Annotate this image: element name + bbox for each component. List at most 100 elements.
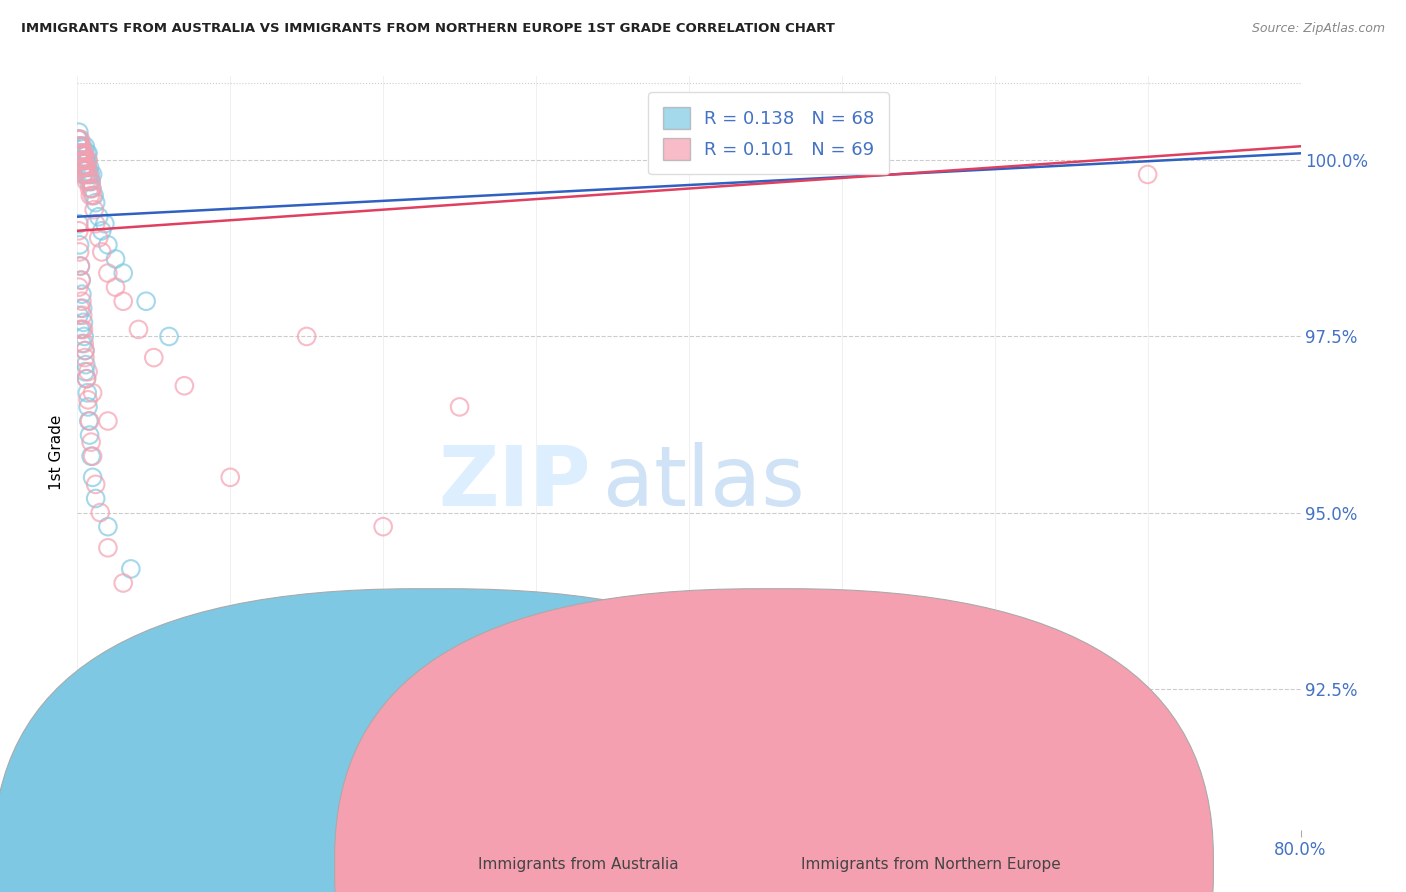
Point (87, 210, 110, 224)
Point (69, 259, 91, 273)
Point (75, 139, 97, 153)
Point (77, 414, 100, 428)
Point (127, 322, 149, 336)
Point (84, 491, 107, 506)
Point (80, 435, 103, 450)
Point (69, 153, 91, 168)
Point (104, 252, 127, 266)
Point (73, 161, 96, 175)
Point (80, 174, 103, 188)
Point (97, 541, 120, 555)
Point (76, 372, 98, 386)
Point (73, 329, 96, 343)
Point (79, 181, 101, 195)
Text: Immigrants from Northern Europe: Immigrants from Northern Europe (801, 857, 1062, 872)
Point (67, 132, 90, 146)
Point (76, 174, 98, 188)
Point (80, 181, 103, 195)
Point (77, 174, 100, 188)
Point (73, 161, 96, 175)
Point (90, 244, 112, 259)
Point (90, 224, 112, 238)
Point (82, 449, 104, 463)
Point (82, 188, 104, 202)
Point (73, 146, 96, 161)
Point (75, 168, 97, 182)
Point (120, 562, 142, 576)
Point (112, 576, 135, 591)
Point (73, 153, 96, 168)
Point (70, 146, 93, 161)
Point (94, 217, 117, 231)
Point (73, 153, 96, 168)
Point (97, 266, 120, 280)
Point (72, 168, 94, 182)
Point (76, 385, 98, 400)
Point (76, 161, 98, 175)
Point (72, 146, 94, 161)
Point (97, 238, 120, 252)
Point (69, 132, 91, 146)
Point (79, 161, 101, 175)
Point (142, 351, 165, 365)
Point (72, 322, 94, 336)
Point (69, 238, 91, 252)
Point (75, 153, 97, 168)
Point (82, 168, 104, 182)
Point (67, 139, 90, 153)
Point (80, 174, 103, 188)
Point (89, 506, 111, 520)
Text: ZIP: ZIP (439, 442, 591, 524)
Point (69, 146, 91, 161)
Point (70, 161, 93, 175)
Point (67, 146, 90, 161)
Point (84, 477, 107, 491)
Point (73, 365, 96, 379)
Point (1136, 168, 1159, 182)
Point (72, 153, 94, 168)
Point (82, 385, 104, 400)
Point (76, 161, 98, 175)
Point (173, 378, 195, 392)
Point (70, 139, 93, 153)
Point (69, 132, 91, 146)
Point (70, 273, 93, 287)
Point (77, 168, 100, 182)
Point (112, 294, 135, 309)
Point (67, 146, 90, 161)
Point (449, 400, 471, 414)
Point (83, 188, 105, 202)
Point (80, 449, 103, 463)
Point (67, 217, 90, 231)
Point (70, 153, 93, 168)
Point (67, 280, 90, 294)
Point (84, 217, 107, 231)
Point (77, 392, 100, 407)
Point (295, 329, 318, 343)
Point (72, 139, 94, 153)
Point (112, 266, 135, 280)
Point (157, 329, 180, 343)
Point (97, 519, 120, 533)
Point (371, 519, 394, 533)
Point (70, 294, 93, 309)
Point (72, 315, 94, 329)
Point (83, 202, 105, 217)
Point (77, 146, 100, 161)
Point (69, 301, 91, 316)
Point (73, 146, 96, 161)
Point (73, 161, 96, 175)
Point (67, 132, 90, 146)
Point (97, 414, 120, 428)
Point (87, 231, 110, 245)
Point (69, 244, 91, 259)
Point (72, 168, 94, 182)
Point (75, 168, 97, 182)
Point (73, 351, 96, 365)
Point (72, 309, 94, 323)
Point (79, 428, 101, 442)
Point (73, 343, 96, 358)
Point (72, 301, 94, 316)
Y-axis label: 1st Grade: 1st Grade (49, 415, 65, 491)
Point (76, 372, 98, 386)
